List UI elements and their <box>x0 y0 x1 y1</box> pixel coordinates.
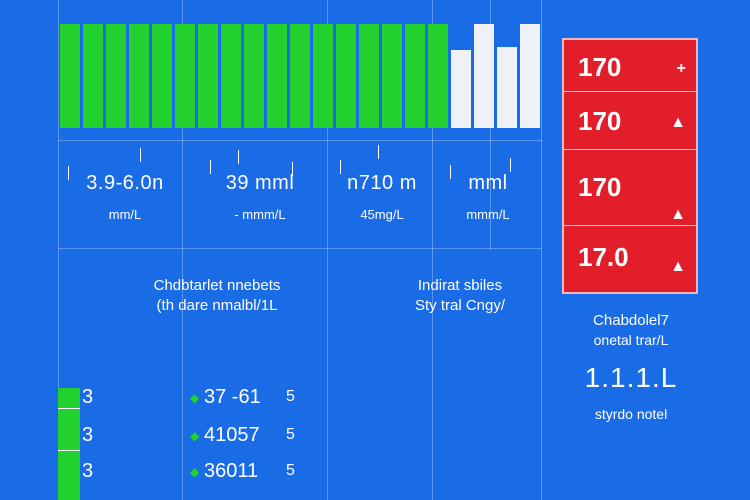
bar-segment <box>267 24 287 128</box>
bar-segment <box>428 24 448 128</box>
section-left-title: Chdbtarlet nnebets <box>153 277 281 294</box>
tick-mark <box>140 148 141 162</box>
tick-mark <box>292 162 293 176</box>
bar-segment <box>152 24 172 128</box>
row-value: 41057 <box>204 424 260 446</box>
grid-line <box>541 0 542 500</box>
warning-icon: ▲ <box>670 258 686 275</box>
row-value: 36011 <box>204 460 259 482</box>
grid-line <box>327 0 328 500</box>
grid-line <box>58 248 542 249</box>
row-tail: 5 <box>286 426 295 443</box>
bar-segment <box>106 24 126 128</box>
bar-segment <box>83 24 103 128</box>
warning-icon: ▲ <box>670 206 686 223</box>
reading-unit: 45mg/L <box>360 207 404 222</box>
section-left-subtitle: (th dare nmalbl/1L <box>156 297 278 314</box>
summary-value: 1.1.1.L <box>584 362 678 393</box>
bullet-icon: ◆ <box>190 391 200 405</box>
bar-segment <box>497 47 517 128</box>
level-separator <box>58 450 80 451</box>
bar-segment <box>175 24 195 128</box>
bar-segment <box>520 24 540 128</box>
summary-subtitle: onetal trar/L <box>593 332 669 348</box>
bar-segment <box>336 24 356 128</box>
tick-mark <box>340 160 341 174</box>
reading-value: n710 m <box>347 172 417 194</box>
bar-segment <box>405 24 425 128</box>
alert-row: 170 + <box>564 40 696 92</box>
row-index: 3 <box>82 460 94 482</box>
bullet-icon: ◆ <box>190 465 200 479</box>
row-tail: 5 <box>286 388 295 405</box>
table-row: 3 ◆ 41057 5 <box>0 424 540 452</box>
alert-panel: 170 + 170 ▲ 170 ▲ 17.0 ▲ <box>562 38 698 294</box>
summary-footer: styrdo notel <box>594 406 668 422</box>
reading-1: 3.9-6.0n mm/L <box>70 172 180 222</box>
bar-strip <box>58 24 542 128</box>
row-index: 3 <box>82 386 94 408</box>
grid-line <box>58 0 59 500</box>
summary-block: Chabdolel7 onetal trar/L 1.1.1.L styrdo … <box>556 312 706 422</box>
bar-segment <box>244 24 264 128</box>
tick-mark <box>68 166 69 180</box>
row-value: 37 -61 <box>204 386 261 408</box>
reading-unit: mm/L <box>108 207 142 222</box>
reading-value: 39 mml <box>225 172 295 194</box>
alert-value: 170 <box>578 172 622 202</box>
alert-value: 17.0 <box>578 242 629 272</box>
reading-unit: mmm/L <box>466 207 510 222</box>
table-row: 3 ◆ 36011 5 <box>0 460 540 488</box>
alert-value: 170 <box>578 52 622 82</box>
alert-row: 170 ▲ <box>564 92 696 150</box>
tick-mark <box>510 158 511 172</box>
bar-segment <box>60 24 80 128</box>
section-right-heading: Indirat sbiles Sty tral Cngy/ <box>380 276 540 316</box>
tick-mark <box>450 165 451 179</box>
grid-line <box>58 140 542 141</box>
bar-segment <box>451 50 471 128</box>
alert-row: 170 ▲ <box>564 150 696 226</box>
row-tail: 5 <box>286 462 295 479</box>
alert-value: 170 <box>578 106 622 136</box>
table-row: 3 ◆ 37 -61 5 <box>0 386 540 414</box>
reading-3: n710 m 45mg/L <box>332 172 432 222</box>
reading-unit: - mmm/L <box>234 207 286 222</box>
level-bar <box>58 388 80 500</box>
summary-title: Chabdolel7 <box>593 312 669 329</box>
bullet-icon: ◆ <box>190 429 200 443</box>
row-index: 3 <box>82 424 94 446</box>
level-separator <box>58 408 80 409</box>
bar-segment <box>382 24 402 128</box>
bar-segment <box>313 24 333 128</box>
section-left-heading: Chdbtarlet nnebets (th dare nmalbl/1L <box>112 276 322 316</box>
bar-segment <box>221 24 241 128</box>
tick-mark <box>378 145 379 159</box>
reading-2: 39 mml - mmm/L <box>200 172 320 222</box>
plus-icon: + <box>676 60 686 77</box>
section-right-subtitle: Sty tral Cngy/ <box>414 297 506 314</box>
bar-segment <box>129 24 149 128</box>
alert-row: 17.0 ▲ <box>564 226 696 292</box>
bar-segment <box>474 24 494 128</box>
section-right-title: Indirat sbiles <box>417 277 503 294</box>
tick-mark <box>210 160 211 174</box>
bar-segment <box>359 24 379 128</box>
reading-value: 3.9-6.0n <box>86 172 164 194</box>
reading-value: mml <box>468 172 508 194</box>
tick-mark <box>238 150 239 164</box>
grid-line <box>432 0 433 500</box>
warning-icon: ▲ <box>670 114 686 131</box>
bar-segment <box>198 24 218 128</box>
reading-4: mml mmm/L <box>436 172 540 222</box>
grid-line <box>182 0 183 500</box>
bar-segment <box>290 24 310 128</box>
